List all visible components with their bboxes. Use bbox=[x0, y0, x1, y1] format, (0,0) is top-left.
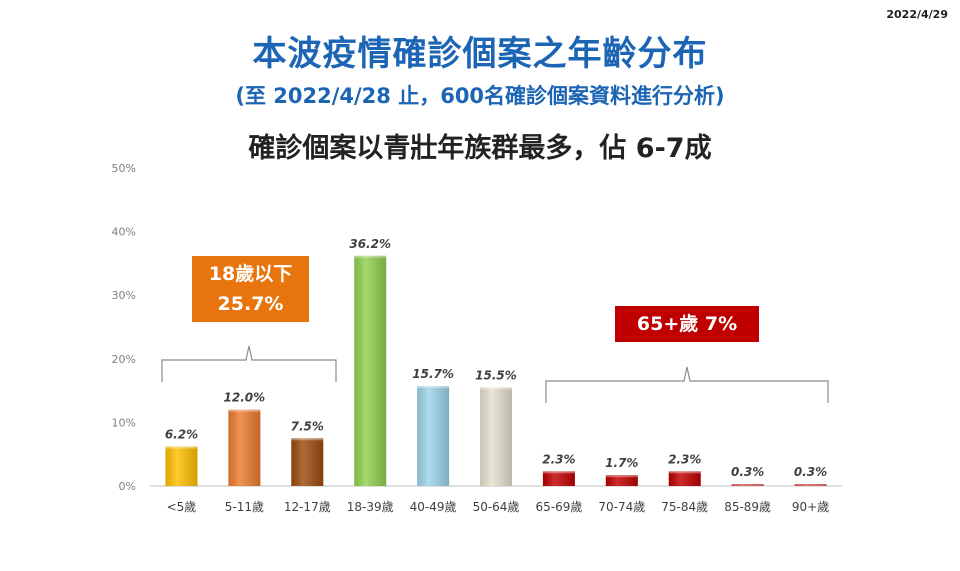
bar-shading bbox=[480, 387, 512, 486]
bar-shading bbox=[668, 471, 701, 486]
chart-headline: 確診個案以青壯年族群最多，佔 6-7成 bbox=[248, 133, 712, 164]
bar-top-highlight bbox=[542, 471, 575, 474]
bar-top-highlight bbox=[605, 475, 638, 478]
page-subtitle: (至 2022/4/28 止，600名確診個案資料進行分析) bbox=[235, 84, 725, 108]
bar-shading bbox=[165, 446, 198, 486]
bar-top-highlight bbox=[794, 484, 827, 486]
bar-shading bbox=[417, 386, 450, 486]
under18-callout-label: 18歲以下 bbox=[208, 263, 293, 285]
x-tick-label: 85-89歲 bbox=[724, 500, 771, 514]
data-label: 2.3% bbox=[542, 452, 575, 466]
bar-shading bbox=[542, 471, 575, 486]
data-label: 0.3% bbox=[731, 465, 764, 479]
bar-top-highlight bbox=[165, 446, 198, 449]
x-tick-label: 90+歲 bbox=[792, 500, 829, 514]
y-tick-label: 20% bbox=[112, 353, 136, 366]
page-title: 本波疫情確診個案之年齡分布 bbox=[252, 34, 708, 74]
bar-top-highlight bbox=[354, 255, 387, 258]
bar-shading bbox=[291, 438, 324, 486]
data-label: 2.3% bbox=[668, 452, 701, 466]
y-tick-label: 0% bbox=[119, 480, 136, 493]
data-label: 12.0% bbox=[224, 391, 266, 405]
x-tick-label: 50-64歲 bbox=[473, 500, 520, 514]
x-tick-label: 12-17歲 bbox=[284, 500, 331, 514]
under18-callout-value: 25.7% bbox=[217, 293, 284, 315]
x-axis-tick-labels: <5歲 5-11歲 12-17歲 18-39歲 40-49歲 50-64歲 65-69歲 70… bbox=[167, 500, 830, 514]
over65-brace bbox=[545, 366, 829, 403]
y-tick-label: 30% bbox=[112, 289, 136, 302]
y-axis: 0% 10% 20% 30% 40% 50% bbox=[112, 162, 136, 493]
bar-shading bbox=[228, 409, 261, 486]
bar-top-highlight bbox=[228, 409, 261, 412]
bar-shading bbox=[605, 475, 638, 486]
data-label: 15.7% bbox=[412, 367, 454, 381]
y-tick-label: 10% bbox=[112, 416, 136, 429]
data-label: 1.7% bbox=[605, 456, 638, 470]
bar-top-highlight bbox=[668, 471, 701, 474]
y-tick-label: 50% bbox=[112, 162, 136, 175]
report-date: 2022/4/29 bbox=[886, 8, 948, 21]
x-tick-label: 65-69歲 bbox=[535, 500, 582, 514]
under18-brace bbox=[161, 345, 337, 382]
data-label: 6.2% bbox=[165, 428, 198, 442]
y-tick-label: 40% bbox=[112, 226, 136, 239]
data-label: 7.5% bbox=[291, 419, 324, 433]
data-labels: 6.2% 12.0% 7.5% 36.2% 15.7% 15.5% 2.3% 1.7% 2.3%… bbox=[165, 237, 827, 479]
data-label: 0.3% bbox=[794, 465, 827, 479]
bars bbox=[165, 255, 827, 486]
bar-top-highlight bbox=[480, 387, 512, 390]
x-tick-label: 5-11歲 bbox=[225, 500, 264, 514]
x-tick-label: 75-84歲 bbox=[661, 500, 708, 514]
bar-top-highlight bbox=[731, 484, 764, 486]
bar-shading bbox=[731, 484, 764, 486]
bar-top-highlight bbox=[417, 386, 450, 389]
x-tick-label: 18-39歲 bbox=[347, 500, 394, 514]
bar-shading bbox=[354, 255, 387, 486]
x-tick-label: 40-49歲 bbox=[410, 500, 457, 514]
under18-callout: 18歲以下 25.7% bbox=[192, 256, 309, 322]
bar-shading bbox=[794, 484, 827, 486]
x-tick-label: 70-74歲 bbox=[598, 500, 645, 514]
over65-callout: 65+歲 7% bbox=[615, 306, 759, 342]
data-label: 15.5% bbox=[475, 368, 517, 382]
data-label: 36.2% bbox=[349, 237, 391, 251]
bar-top-highlight bbox=[291, 438, 324, 441]
x-tick-label: <5歲 bbox=[167, 500, 197, 514]
